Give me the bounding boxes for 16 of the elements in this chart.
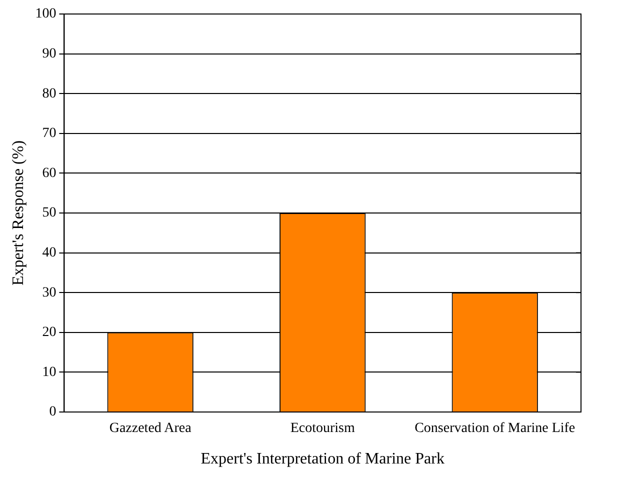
y-tick-label: 30 (42, 285, 56, 300)
y-tick-label: 40 (42, 245, 56, 260)
y-tick-label: 0 (49, 404, 56, 420)
x-axis-title: Expert's Interpretation of Marine Park (200, 450, 444, 468)
y-tick-label: 70 (42, 126, 56, 142)
y-tick-label: 20 (42, 325, 56, 340)
y-tick-label: 10 (42, 364, 56, 380)
y-tick-label: 90 (42, 46, 56, 62)
y-tick-label: 60 (42, 166, 56, 181)
y-tick-label: 100 (35, 6, 56, 22)
x-tick-label: Ecotourism (290, 421, 355, 436)
y-tick-label: 80 (42, 86, 56, 102)
x-tick-label: Gazzeted Area (109, 421, 192, 436)
y-axis-title: Expert's Response (%) (10, 140, 27, 286)
y-tick-label: 50 (42, 206, 56, 221)
x-tick-label: Conservation of Marine Life (414, 421, 576, 436)
